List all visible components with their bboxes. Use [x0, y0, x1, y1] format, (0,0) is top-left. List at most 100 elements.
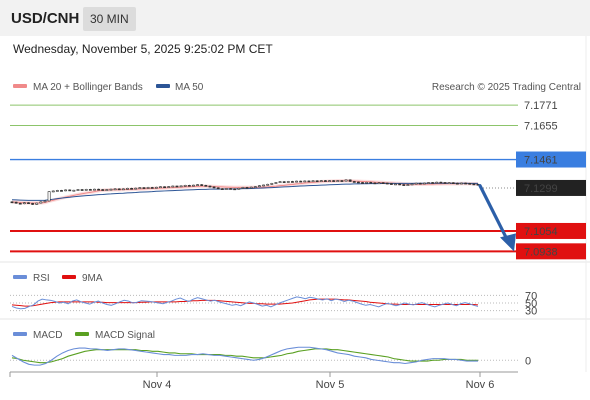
header-bar: USD/CNH 30 MIN — [0, 0, 590, 36]
candle-body — [10, 201, 14, 204]
candle-body — [97, 188, 101, 191]
candle — [348, 179, 352, 182]
candle-body — [80, 189, 84, 191]
candle — [336, 180, 340, 182]
ma50-legend-label: MA 50 — [175, 82, 204, 93]
candle-body — [88, 189, 92, 191]
candle-body — [402, 184, 406, 186]
candle — [303, 180, 307, 183]
candle-body — [472, 183, 476, 186]
candle-body — [340, 180, 344, 182]
x-tick-label: Nov 4 — [143, 379, 172, 391]
candle — [332, 180, 336, 182]
candle — [352, 180, 356, 183]
candle-body — [422, 182, 426, 185]
candle-body — [258, 185, 261, 187]
candle — [410, 183, 414, 186]
candle-body — [253, 186, 257, 188]
candle — [455, 182, 459, 185]
candle — [282, 181, 286, 183]
candle-body — [332, 180, 336, 182]
candle — [389, 183, 393, 185]
candle — [270, 182, 274, 185]
candle — [344, 179, 348, 182]
candle — [398, 183, 402, 186]
candle-body — [126, 188, 129, 190]
candle — [356, 181, 360, 184]
candle — [443, 181, 447, 184]
candle — [253, 186, 257, 188]
macd-line — [11, 346, 478, 366]
candle-body — [117, 188, 121, 191]
macd-signal-legend-label: MACD Signal — [95, 330, 155, 341]
currency-pair-title: USD/CNH — [11, 10, 80, 27]
candle — [18, 202, 22, 205]
candle-body — [225, 188, 228, 190]
candle-body — [249, 186, 253, 189]
candle — [439, 181, 443, 184]
candle-body — [307, 180, 311, 183]
candle — [319, 180, 323, 182]
candle-body — [270, 183, 274, 185]
candle — [204, 184, 208, 187]
candle — [431, 181, 435, 184]
candle — [464, 182, 468, 185]
candle — [229, 187, 232, 190]
candle-body — [101, 189, 105, 191]
candle — [323, 180, 327, 182]
timeframe-button[interactable]: 30 MIN — [83, 7, 136, 31]
candle-body — [291, 181, 294, 183]
candle-body — [373, 182, 377, 185]
candle — [286, 180, 290, 183]
candle-body — [394, 183, 397, 186]
candle-body — [377, 182, 381, 184]
candle — [142, 187, 146, 189]
candle — [220, 188, 224, 190]
candle-body — [229, 188, 232, 190]
candle-body — [204, 185, 208, 187]
candle-body — [237, 188, 241, 190]
candle — [175, 185, 179, 188]
candle-body — [286, 181, 290, 183]
candle-body — [303, 180, 307, 183]
rsi-legend: RSI 9MA — [13, 273, 103, 284]
target-label: 7.0938 — [524, 246, 558, 258]
candle-body — [431, 182, 435, 184]
candle — [146, 186, 150, 189]
candle — [47, 191, 51, 202]
candle-body — [68, 189, 72, 192]
bollinger-legend-swatch — [13, 84, 27, 88]
candle-body — [216, 187, 220, 190]
candle — [35, 202, 39, 205]
main-legend: MA 20 + Bollinger Bands MA 50 Research ©… — [13, 82, 581, 93]
candle — [315, 180, 319, 183]
rsi-legend-swatch — [13, 275, 27, 279]
candle-body — [51, 190, 55, 193]
candle — [60, 189, 63, 192]
candle-body — [282, 181, 286, 183]
candle — [163, 186, 167, 189]
candle — [369, 181, 373, 184]
level-target: 7.0938 — [10, 243, 586, 260]
candle-body — [35, 202, 39, 205]
candle-body — [22, 202, 26, 205]
candle — [208, 185, 212, 188]
candle — [435, 181, 439, 184]
candle-body — [311, 180, 315, 183]
candle — [130, 187, 134, 190]
candle-body — [60, 190, 63, 192]
level-last: 7.1299 — [480, 179, 586, 196]
candle — [154, 186, 158, 189]
candle-body — [439, 181, 443, 184]
candle — [134, 187, 138, 190]
candle-body — [398, 183, 402, 186]
candle — [126, 187, 129, 190]
ma50-legend-swatch — [156, 84, 170, 88]
candle-body — [18, 202, 22, 205]
resistance-label: 7.1771 — [524, 100, 558, 112]
candle-body — [121, 188, 125, 191]
candle-body — [278, 181, 282, 183]
timestamp: Wednesday, November 5, 2025 9:25:02 PM C… — [13, 42, 273, 56]
candle — [258, 185, 261, 188]
candle-body — [418, 182, 422, 185]
